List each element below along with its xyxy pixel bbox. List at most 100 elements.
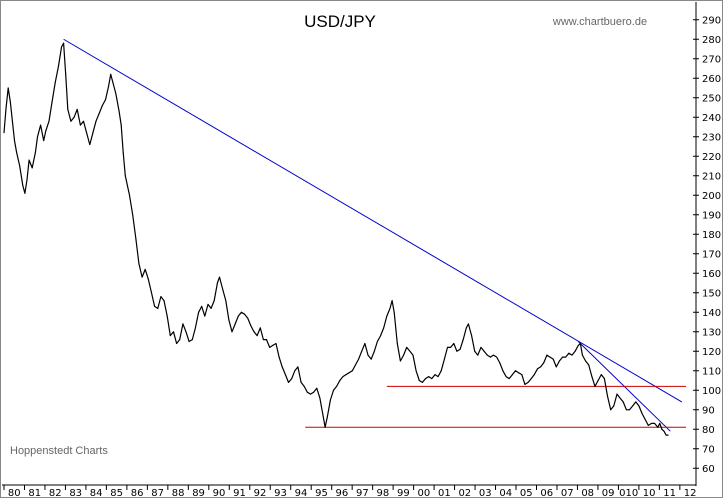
price-point <box>361 350 363 352</box>
x-tick-label: 05 <box>520 488 533 498</box>
price-point <box>367 354 369 356</box>
price-point <box>339 380 341 381</box>
price-point <box>443 358 445 360</box>
price-point <box>431 378 433 380</box>
price-point <box>86 132 88 134</box>
price-point <box>54 81 56 83</box>
price-point <box>568 352 570 354</box>
y-tick-label: 130 <box>702 327 721 338</box>
price-point <box>228 319 230 321</box>
price-point <box>348 372 350 374</box>
price-point <box>480 346 482 348</box>
price-point <box>225 300 227 302</box>
x-tick-label: 87 <box>151 488 164 498</box>
price-point <box>151 292 152 294</box>
price-point <box>132 214 134 216</box>
price-point <box>588 364 590 366</box>
price-point <box>57 66 59 68</box>
price-point <box>191 339 193 341</box>
x-tick-label: 99 <box>397 488 410 498</box>
price-point <box>147 278 149 280</box>
price-point <box>471 335 473 337</box>
x-tick-label: 010 <box>619 488 638 498</box>
price-point <box>198 311 200 313</box>
price-point <box>34 151 36 153</box>
price-point <box>552 358 554 360</box>
price-point <box>607 395 608 397</box>
y-axis-ticks: 60 70 80 90 100 110 120 130 140 150 160 170 180 190 20… <box>693 15 721 475</box>
price-point <box>219 276 220 278</box>
price-point <box>321 409 323 411</box>
x-tick-label: 81 <box>28 488 41 498</box>
price-point <box>154 305 156 307</box>
x-tick-label: 04 <box>499 488 512 498</box>
price-point <box>326 417 328 419</box>
price-point <box>533 374 535 376</box>
x-tick-label: 96 <box>336 488 349 498</box>
price-point <box>272 344 274 346</box>
price-point <box>48 120 50 122</box>
price-point <box>661 428 663 430</box>
price-point <box>310 393 311 395</box>
x-tick-label: 03 <box>479 488 492 498</box>
price-point <box>9 101 11 103</box>
price-point <box>459 348 461 350</box>
price-point <box>644 419 646 420</box>
x-tick-label: 91 <box>233 488 246 498</box>
price-point <box>329 399 331 401</box>
price-point <box>667 434 669 436</box>
price-point <box>266 339 267 341</box>
price-point <box>571 354 573 356</box>
price-point <box>418 380 420 381</box>
y-tick-label: 90 <box>702 405 715 416</box>
price-point <box>358 358 360 360</box>
x-tick-label: 92 <box>254 488 267 498</box>
price-point <box>37 136 38 138</box>
x-tick-label: 89 <box>192 488 205 498</box>
price-point <box>126 185 128 186</box>
price-point <box>157 307 159 309</box>
price-point <box>333 389 334 391</box>
price-point <box>112 81 114 83</box>
price-point <box>610 409 612 411</box>
price-point <box>505 376 507 378</box>
price-point <box>537 368 538 370</box>
price-point <box>124 175 126 177</box>
price-point <box>389 307 391 309</box>
price-point <box>562 356 564 358</box>
x-tick-label: 01 <box>438 488 451 498</box>
price-point <box>3 132 5 134</box>
price-point <box>581 354 583 356</box>
price-point <box>543 362 545 364</box>
price-point <box>462 339 464 341</box>
price-point <box>275 343 277 344</box>
x-tick-label: 00 <box>417 488 430 498</box>
price-point <box>313 391 315 393</box>
price-point <box>527 381 529 383</box>
price-point <box>546 354 548 356</box>
price-point <box>222 288 224 290</box>
price-point <box>144 268 146 270</box>
y-tick-label: 180 <box>702 230 721 241</box>
price-point <box>237 315 239 317</box>
price-point <box>376 341 378 342</box>
price-point <box>437 376 439 378</box>
x-tick-label: 08 <box>581 488 594 498</box>
site-watermark: www.chartbuero.de <box>552 16 647 28</box>
price-point <box>585 360 587 362</box>
price-point <box>456 350 458 352</box>
price-point <box>619 397 621 399</box>
price-point <box>108 85 110 87</box>
price-point <box>641 413 643 415</box>
price-point <box>412 354 414 356</box>
price-point <box>434 374 436 376</box>
price-point <box>207 303 209 305</box>
price-point <box>518 372 520 374</box>
x-tick-label: 98 <box>377 488 390 498</box>
price-point <box>67 108 69 110</box>
price-point <box>521 374 523 376</box>
chart-credit: Hoppenstedt Charts <box>10 445 108 457</box>
x-tick-label: 85 <box>110 488 123 498</box>
price-point <box>291 378 293 380</box>
y-tick-label: 190 <box>702 210 721 221</box>
